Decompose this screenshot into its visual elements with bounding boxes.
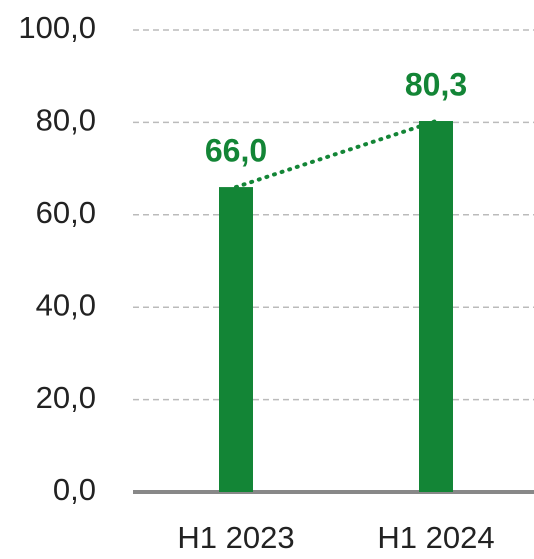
y-tick-label: 60,0 xyxy=(36,195,96,230)
value-label: 80,3 xyxy=(405,66,467,102)
x-tick-label: H1 2024 xyxy=(377,520,494,555)
y-tick-label: 20,0 xyxy=(36,380,96,415)
y-tick-label: 80,0 xyxy=(36,103,96,138)
x-tick-label: H1 2023 xyxy=(177,520,294,555)
y-tick-label: 0,0 xyxy=(53,472,96,507)
y-tick-label: 100,0 xyxy=(18,10,96,45)
bar xyxy=(219,187,253,492)
trend-line xyxy=(234,119,438,190)
bar xyxy=(419,121,453,492)
value-label: 66,0 xyxy=(205,133,267,169)
y-tick-label: 40,0 xyxy=(36,287,96,322)
